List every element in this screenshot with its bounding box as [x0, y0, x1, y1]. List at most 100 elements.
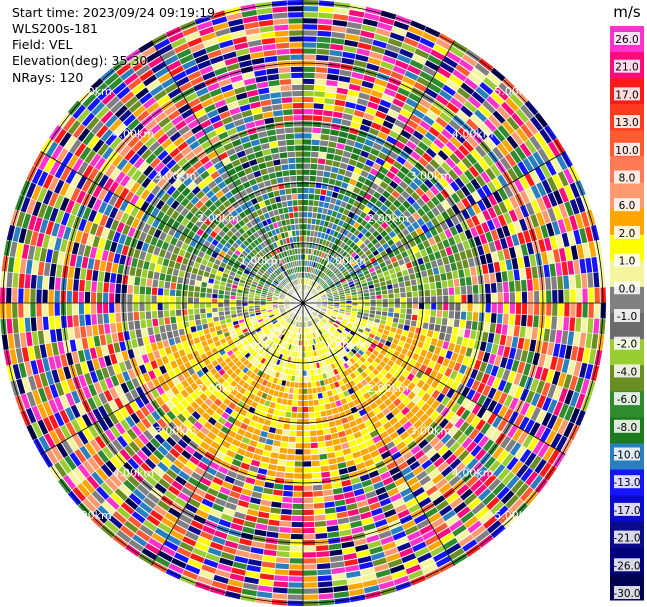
velocity-gate — [394, 297, 400, 303]
velocity-gate — [185, 385, 194, 395]
velocity-gate — [510, 479, 525, 494]
velocity-gate — [114, 409, 125, 422]
velocity-gate — [354, 54, 369, 62]
velocity-gate — [272, 593, 288, 600]
velocity-gate — [127, 457, 140, 471]
velocity-gate — [379, 430, 389, 440]
velocity-gate — [475, 330, 483, 341]
velocity-gate — [154, 333, 162, 343]
velocity-gate — [519, 175, 530, 190]
ray-separator — [302, 302, 482, 549]
velocity-gate — [390, 71, 405, 81]
velocity-gate — [451, 244, 459, 254]
velocity-gate — [250, 459, 261, 467]
velocity-gate — [133, 248, 141, 259]
velocity-gate — [396, 441, 407, 451]
velocity-gate — [383, 49, 399, 59]
velocity-gate — [147, 352, 155, 362]
velocity-gate — [14, 194, 25, 211]
velocity-gate — [576, 303, 582, 318]
velocity-gate — [362, 74, 376, 83]
velocity-gate — [306, 370, 311, 376]
velocity-gate — [157, 522, 173, 534]
velocity-gate — [355, 494, 367, 502]
velocity-gate — [320, 348, 326, 354]
velocity-gate — [195, 378, 204, 387]
velocity-gate — [165, 274, 172, 282]
velocity-gate — [267, 525, 280, 532]
velocity-gate — [383, 398, 393, 407]
velocity-gate — [429, 158, 441, 170]
velocity-gate — [107, 251, 115, 263]
velocity-gate — [345, 353, 352, 360]
velocity-gate — [113, 469, 127, 483]
velocity-gate — [164, 317, 171, 325]
velocity-gate — [311, 267, 315, 274]
velocity-gate — [461, 386, 471, 397]
velocity-gate — [453, 234, 462, 244]
velocity-gate — [293, 333, 297, 339]
velocity-gate — [272, 320, 278, 325]
velocity-gate — [131, 424, 143, 437]
velocity-gate — [89, 222, 99, 236]
velocity-gate — [412, 465, 425, 476]
velocity-gate — [466, 457, 479, 471]
velocity-gate — [377, 445, 388, 455]
velocity-gate — [268, 290, 274, 294]
velocity-gate — [555, 329, 563, 344]
velocity-gate — [476, 350, 485, 362]
velocity-gate — [92, 394, 103, 408]
velocity-gate — [306, 364, 310, 370]
velocity-gate — [461, 197, 471, 209]
velocity-gate — [111, 438, 124, 452]
velocity-gate — [51, 250, 59, 264]
velocity-gate — [287, 442, 296, 449]
velocity-gate — [513, 325, 520, 338]
velocity-gate — [16, 211, 26, 228]
velocity-gate — [428, 126, 441, 138]
velocity-gate — [389, 103, 402, 114]
velocity-gate — [18, 362, 27, 379]
velocity-gate — [427, 540, 443, 552]
velocity-gate — [16, 378, 26, 395]
velocity-gate — [396, 426, 406, 436]
velocity-gate — [437, 445, 449, 457]
velocity-gate — [45, 370, 55, 386]
ray-separator — [302, 302, 441, 574]
velocity-gate — [270, 501, 282, 508]
velocity-gate — [315, 219, 321, 225]
velocity-gate — [102, 446, 114, 460]
velocity-gate — [290, 326, 294, 332]
velocity-gate — [445, 377, 455, 388]
velocity-gate — [414, 361, 422, 370]
velocity-gate — [333, 323, 339, 328]
velocity-gate — [290, 534, 303, 540]
velocity-gate — [563, 421, 575, 438]
velocity-gate — [354, 544, 369, 552]
velocity-gate — [262, 289, 268, 294]
velocity-gate — [256, 316, 263, 321]
velocity-gate — [185, 405, 196, 415]
velocity-gate — [397, 231, 405, 240]
velocity-gate — [534, 366, 543, 380]
velocity-gate — [107, 343, 115, 355]
velocity-gate — [98, 237, 107, 250]
velocity-gate — [497, 303, 503, 314]
velocity-gate — [343, 316, 350, 321]
velocity-gate — [377, 574, 393, 584]
velocity-gate — [196, 430, 207, 441]
velocity-gate — [86, 494, 101, 509]
velocity-gate — [551, 276, 558, 290]
velocity-gate — [445, 437, 457, 449]
velocity-gate — [463, 77, 479, 91]
velocity-gate — [231, 438, 241, 447]
velocity-gate — [212, 476, 224, 486]
velocity-gate — [337, 81, 350, 89]
velocity-gate — [318, 251, 323, 257]
velocity-gate — [115, 293, 121, 303]
velocity-gate — [303, 163, 311, 169]
velocity-gate — [498, 187, 509, 201]
velocity-gate — [210, 426, 220, 436]
velocity-gate — [337, 193, 345, 201]
velocity-gate — [474, 529, 490, 544]
